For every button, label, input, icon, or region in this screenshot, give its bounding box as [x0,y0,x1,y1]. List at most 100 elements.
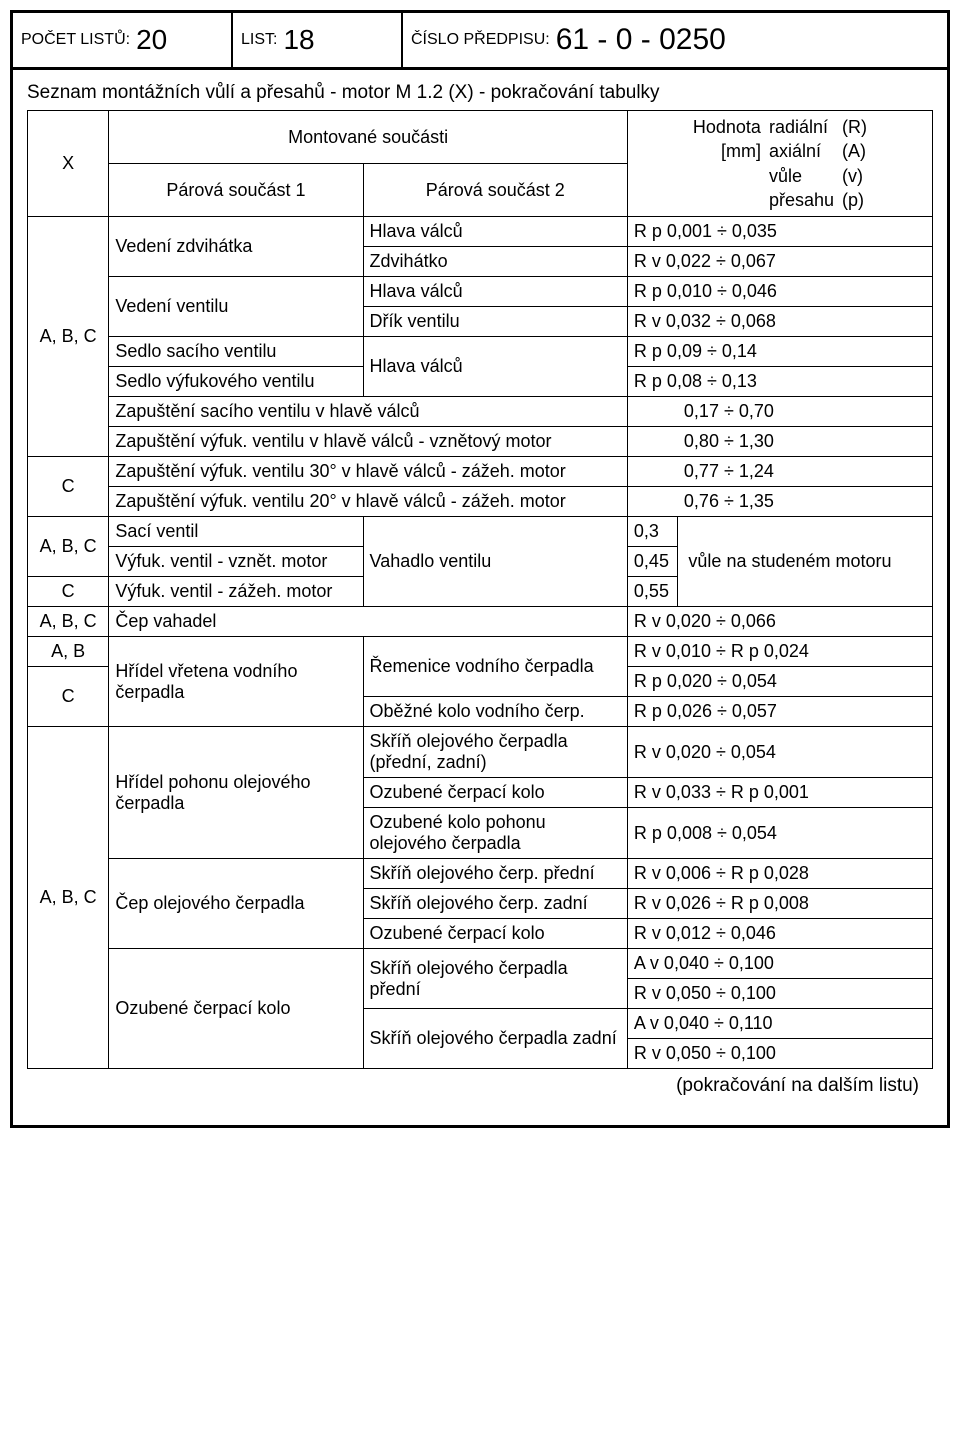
cell-p2: Oběžné kolo vodního čerp. [363,697,627,727]
cell-p2: Hlava válců [363,337,627,397]
cell-p2: Ozubené čerpací kolo [363,778,627,808]
cell-val: R v 0,050 ÷ 0,100 [627,1039,932,1069]
val-c1: (R) [842,115,867,139]
val-r1: radiální [769,115,834,139]
pocet-listu-label: POČET LISTŮ: [21,31,130,49]
val-r2: axiální [769,139,834,163]
cell-x: C [28,457,109,517]
cell-p2: Vahadlo ventilu [363,517,627,607]
cell-p1: Výfuk. ventil - vznět. motor [109,547,363,577]
cell-full: Zapuštění výfuk. ventilu 30° v hlavě vál… [109,457,628,487]
th-x: X [28,111,109,217]
cell-p1: Vedení zdvihátka [109,217,363,277]
cell-full: Zapuštění sacího ventilu v hlavě válců [109,397,628,427]
cell-val: R p 0,09 ÷ 0,14 [627,337,932,367]
table-row: C Zapuštění výfuk. ventilu 30° v hlavě v… [28,457,933,487]
cell-p1: Hřídel vřetena vodního čerpadla [109,637,363,727]
cell-val: R v 0,010 ÷ R p 0,024 [627,637,932,667]
th-p1: Párová součást 1 [109,164,363,217]
list-value: 18 [283,24,314,56]
footer-note: (pokračování na dalším listu) [27,1069,933,1111]
cell-p1: Sedlo sacího ventilu [109,337,363,367]
table-row: A, B Hřídel vřetena vodního čerpadla Řem… [28,637,933,667]
table-row: A, B, C Sací ventil Vahadlo ventilu 0,3 … [28,517,933,547]
val-r4: přesahu [769,188,834,212]
cell-val: R v 0,022 ÷ 0,067 [627,247,932,277]
cell-val: R p 0,08 ÷ 0,13 [627,367,932,397]
cell-p2: Ozubené kolo pohonu olejového čerpadla [363,808,627,859]
cell-val: 0,77 ÷ 1,24 [627,457,932,487]
cell-x: A, B, C [28,607,109,637]
cell-val: A v 0,040 ÷ 0,100 [627,949,932,979]
cell-note: vůle na studeném motoru [678,517,932,606]
cell-x: C [28,667,109,727]
cell-p1: Hřídel pohonu olejového čerpadla [109,727,363,859]
cell-val: R v 0,050 ÷ 0,100 [627,979,932,1009]
cell-p1: Výfuk. ventil - zážeh. motor [109,577,363,607]
table-row: Zapuštění výfuk. ventilu v hlavě válců -… [28,427,933,457]
cell-p1: Čep olejového čerpadla [109,859,363,949]
val-c4: (p) [842,188,867,212]
list-label: LIST: [241,31,277,49]
cell-p2: Dřík ventilu [363,307,627,337]
table-row: A, B, C Čep vahadel R v 0,020 ÷ 0,066 [28,607,933,637]
cell-full: Zapuštění výfuk. ventilu v hlavě válců -… [109,427,628,457]
cell-val: R p 0,001 ÷ 0,035 [627,217,932,247]
cell-val: 0,17 ÷ 0,70 [627,397,932,427]
th-p2: Párová součást 2 [363,164,627,217]
cell-val: R v 0,020 ÷ 0,066 [627,607,932,637]
cell-val: 0,80 ÷ 1,30 [627,427,932,457]
table-row: Vedení ventilu Hlava válců R p 0,010 ÷ 0… [28,277,933,307]
table-row: Sedlo sacího ventilu Hlava válců R p 0,0… [28,337,933,367]
cell-val-compound: 0,3 vůle na studeném motoru 0,45 0,55 [627,517,932,607]
cell-subval: 0,55 [628,577,678,607]
cell-p1: Ozubené čerpací kolo [109,949,363,1069]
cell-p2: Skříň olejového čerpadla přední [363,949,627,1009]
cell-subval: 0,3 [628,517,678,547]
header-cell-cislo: ČÍSLO PŘEDPISU: 61 - 0 - 0250 [403,13,947,67]
cell-val: R v 0,006 ÷ R p 0,028 [627,859,932,889]
cell-p2: Ozubené čerpací kolo [363,919,627,949]
th-value: Hodnota [mm] radiální axiální vůle přesa… [627,111,932,217]
cell-p2: Hlava válců [363,217,627,247]
cislo-label: ČÍSLO PŘEDPISU: [411,31,550,49]
header-cell-list: LIST: 18 [233,13,403,67]
cell-val: R p 0,020 ÷ 0,054 [627,667,932,697]
cell-x: C [28,577,109,607]
cell-val: R v 0,020 ÷ 0,054 [627,727,932,778]
table-row: A, B, C Vedení zdvihátka Hlava válců R p… [28,217,933,247]
pocet-listu-value: 20 [136,24,167,56]
cell-x: A, B, C [28,217,109,457]
val-c3: (v) [842,164,867,188]
page-frame: POČET LISTŮ: 20 LIST: 18 ČÍSLO PŘEDPISU:… [10,10,950,1128]
cell-p1: Sací ventil [109,517,363,547]
cell-val: R v 0,033 ÷ R p 0,001 [627,778,932,808]
subtitle: Seznam montážních vůlí a přesahů - motor… [13,70,947,110]
th-montovane: Montované součásti [109,111,628,164]
cell-val: R v 0,012 ÷ 0,046 [627,919,932,949]
table-row: A, B, C Hřídel pohonu olejového čerpadla… [28,727,933,778]
cell-p2: Skříň olejového čerpadla (přední, zadní) [363,727,627,778]
table-header-row: X Montované součásti Hodnota [mm] radiál… [28,111,933,164]
cell-p1: Čep vahadel [109,607,628,637]
val-l2: [mm] [693,139,761,163]
cell-val: A v 0,040 ÷ 0,110 [627,1009,932,1039]
table-row: Ozubené čerpací kolo Skříň olejového čer… [28,949,933,979]
table-row: Čep olejového čerpadla Skříň olejového č… [28,859,933,889]
cell-x: A, B [28,637,109,667]
cell-p2: Skříň olejového čerp. zadní [363,889,627,919]
main-table: X Montované součásti Hodnota [mm] radiál… [27,110,933,1069]
cell-val: R p 0,026 ÷ 0,057 [627,697,932,727]
val-c2: (A) [842,139,867,163]
cell-p2: Zdvihátko [363,247,627,277]
cell-val: 0,76 ÷ 1,35 [627,487,932,517]
cell-full: Zapuštění výfuk. ventilu 20° v hlavě vál… [109,487,628,517]
cell-p1: Vedení ventilu [109,277,363,337]
table-wrap: X Montované součásti Hodnota [mm] radiál… [13,110,947,1125]
val-l1: Hodnota [693,115,761,139]
header-row: POČET LISTŮ: 20 LIST: 18 ČÍSLO PŘEDPISU:… [13,13,947,70]
cell-p2: Hlava válců [363,277,627,307]
cell-x: A, B, C [28,727,109,1069]
cell-subval: 0,45 [628,547,678,577]
table-row: Zapuštění sacího ventilu v hlavě válců 0… [28,397,933,427]
